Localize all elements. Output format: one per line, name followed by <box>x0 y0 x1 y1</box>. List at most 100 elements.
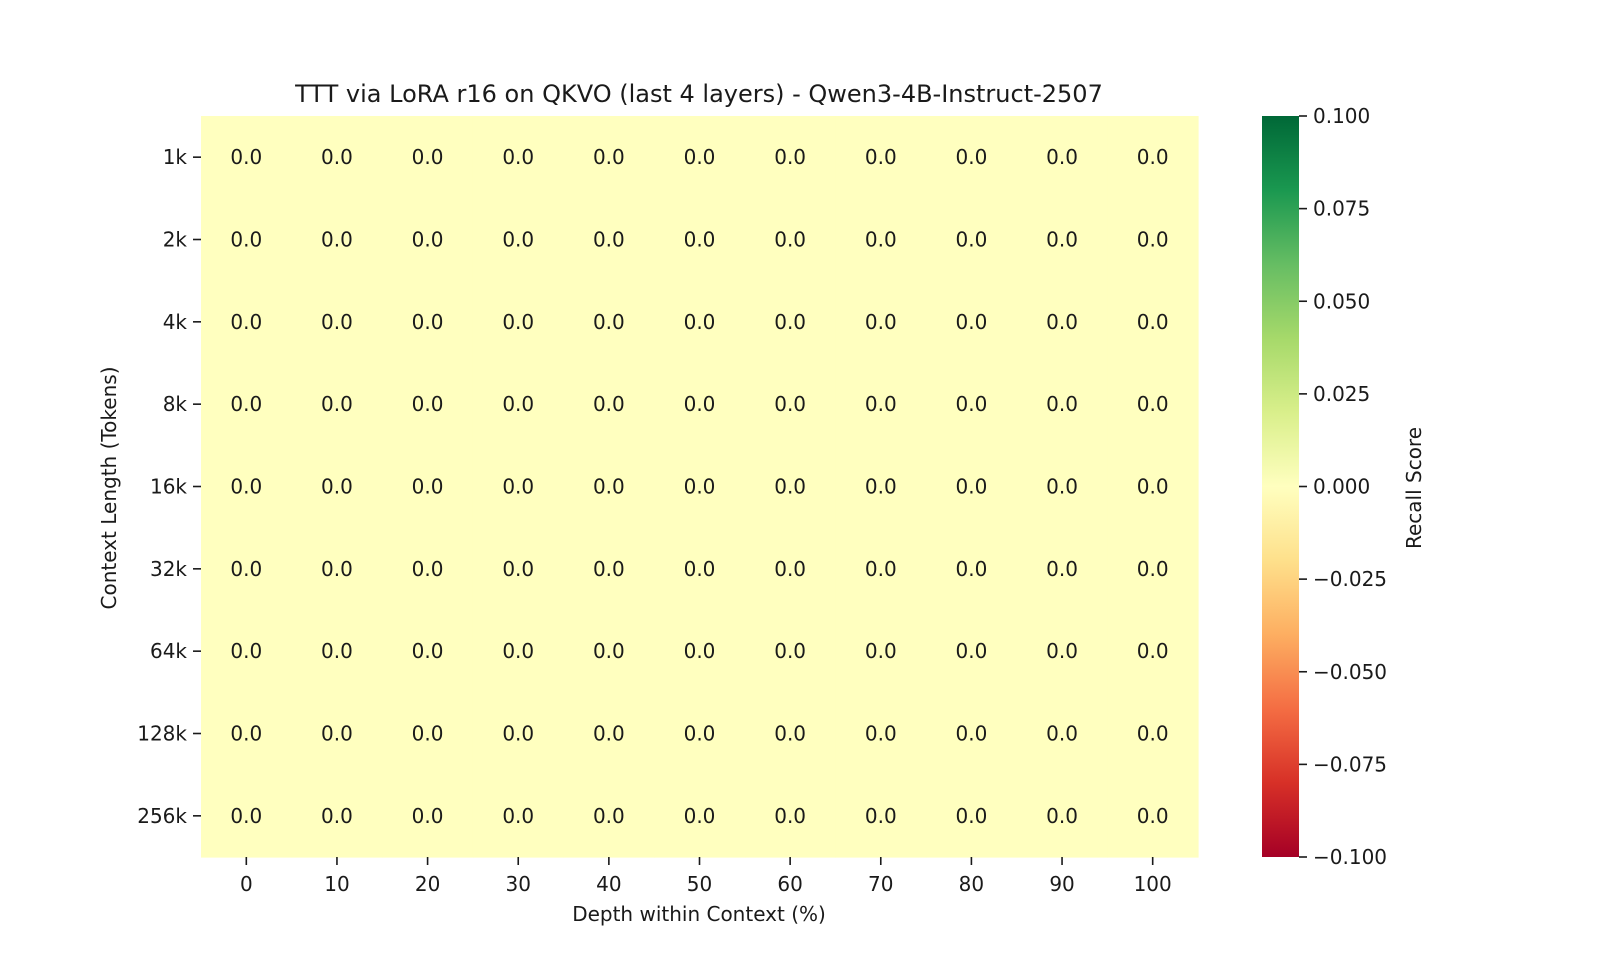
cell-value-label: 0.0 <box>321 639 353 663</box>
cell-value-label: 0.0 <box>412 145 444 169</box>
heatmap-cell <box>563 198 655 282</box>
cell-value-label: 0.0 <box>502 804 534 828</box>
heatmap-cell <box>201 527 293 611</box>
heatmap-cell <box>926 116 1018 199</box>
heatmap-cell <box>654 445 746 529</box>
heatmap-cell <box>1016 198 1108 282</box>
heatmap-cell <box>201 116 293 199</box>
y-tick-label: 2k <box>163 228 188 252</box>
heatmap-cell <box>654 198 746 282</box>
cell-value-label: 0.0 <box>502 310 534 334</box>
y-tick-label: 4k <box>163 310 188 334</box>
colorbar-tick-label: −0.100 <box>1313 845 1387 869</box>
heatmap-cell <box>654 280 746 364</box>
colorbar-tick-label: −0.075 <box>1313 752 1387 776</box>
heatmap-cell <box>291 116 383 199</box>
y-axis-label: Context Length (Tokens) <box>97 367 121 610</box>
cell-value-label: 0.0 <box>321 310 353 334</box>
heatmap-cell <box>291 363 383 446</box>
heatmap-cell <box>1107 363 1199 446</box>
heatmap-cell <box>1016 363 1108 446</box>
x-tick-label: 100 <box>1134 872 1172 896</box>
heatmap-cell <box>563 363 655 446</box>
cell-value-label: 0.0 <box>684 310 716 334</box>
heatmap-cell <box>744 116 837 199</box>
cell-value-label: 0.0 <box>865 722 897 746</box>
cell-value-label: 0.0 <box>321 722 353 746</box>
cell-value-label: 0.0 <box>230 475 262 499</box>
cell-value-label: 0.0 <box>593 228 625 252</box>
heatmap-cell <box>201 774 293 858</box>
heatmap-cell <box>472 280 565 364</box>
heatmap-grid: 0.0 0.0 0.0 0.0 0.0 0.0 0.0 0.0 0.0 0.0 0.0 0.0 0.0 0… <box>201 116 1199 858</box>
heatmap-cell <box>926 363 1018 446</box>
cell-value-label: 0.0 <box>593 145 625 169</box>
heatmap-cell <box>654 774 746 858</box>
heatmap-cell <box>291 527 383 611</box>
y-tick-label: 128k <box>137 722 187 746</box>
heatmap-cell <box>382 692 474 776</box>
heatmap-cell <box>654 363 746 446</box>
cell-value-label: 0.0 <box>502 392 534 416</box>
cell-value-label: 0.0 <box>684 475 716 499</box>
cell-value-label: 0.0 <box>230 228 262 252</box>
cell-value-label: 0.0 <box>774 639 806 663</box>
heatmap-cell <box>472 774 565 858</box>
cell-value-label: 0.0 <box>230 639 262 663</box>
y-tick-label: 16k <box>150 475 187 499</box>
heatmap-cell <box>1107 774 1199 858</box>
cell-value-label: 0.0 <box>230 557 262 581</box>
heatmap-cell <box>744 527 837 611</box>
heatmap-cell <box>835 445 927 529</box>
colorbar-tick-label: 0.075 <box>1313 197 1370 221</box>
x-tick-label: 70 <box>868 872 893 896</box>
cell-value-label: 0.0 <box>865 557 897 581</box>
cell-value-label: 0.0 <box>412 310 444 334</box>
cell-value-label: 0.0 <box>1046 228 1078 252</box>
colorbar-tick-label: −0.025 <box>1313 567 1387 591</box>
heatmap-cell <box>382 280 474 364</box>
cell-value-label: 0.0 <box>956 228 988 252</box>
cell-value-label: 0.0 <box>1046 557 1078 581</box>
x-tick-label: 0 <box>240 872 253 896</box>
cell-value-label: 0.0 <box>865 228 897 252</box>
cell-value-label: 0.0 <box>684 145 716 169</box>
cell-value-label: 0.0 <box>774 557 806 581</box>
cell-value-label: 0.0 <box>956 310 988 334</box>
chart-title: TTT via LoRA r16 on QKVO (last 4 layers)… <box>294 80 1103 108</box>
colorbar-tick-label: −0.050 <box>1313 660 1387 684</box>
heatmap-cell <box>472 116 565 199</box>
cell-value-label: 0.0 <box>593 392 625 416</box>
heatmap-cell <box>835 363 927 446</box>
cell-value-label: 0.0 <box>1046 145 1078 169</box>
cell-value-label: 0.0 <box>1046 804 1078 828</box>
cell-value-label: 0.0 <box>230 145 262 169</box>
colorbar-tick-label: 0.025 <box>1313 382 1370 406</box>
heatmap-cell <box>1016 527 1108 611</box>
heatmap-cell <box>201 445 293 529</box>
cell-value-label: 0.0 <box>502 557 534 581</box>
cell-value-label: 0.0 <box>774 145 806 169</box>
cell-value-label: 0.0 <box>1137 639 1169 663</box>
cell-value-label: 0.0 <box>230 804 262 828</box>
y-tick-label: 8k <box>163 392 188 416</box>
cell-value-label: 0.0 <box>774 804 806 828</box>
cell-value-label: 0.0 <box>1137 145 1169 169</box>
x-tick-label: 60 <box>777 872 802 896</box>
x-tick-label: 40 <box>596 872 621 896</box>
heatmap-cell <box>291 692 383 776</box>
heatmap-cell <box>1107 692 1199 776</box>
cell-value-label: 0.0 <box>956 145 988 169</box>
heatmap-cell <box>563 116 655 199</box>
colorbar-tick-label: 0.100 <box>1313 104 1370 128</box>
heatmap-cell <box>472 610 565 693</box>
heatmap-cell <box>1107 198 1199 282</box>
heatmap-cell <box>654 692 746 776</box>
x-tick-label: 20 <box>415 872 440 896</box>
heatmap-cell <box>563 527 655 611</box>
heatmap-cell <box>472 363 565 446</box>
heatmap-cell <box>291 445 383 529</box>
cell-value-label: 0.0 <box>502 475 534 499</box>
heatmap-cell <box>926 527 1018 611</box>
